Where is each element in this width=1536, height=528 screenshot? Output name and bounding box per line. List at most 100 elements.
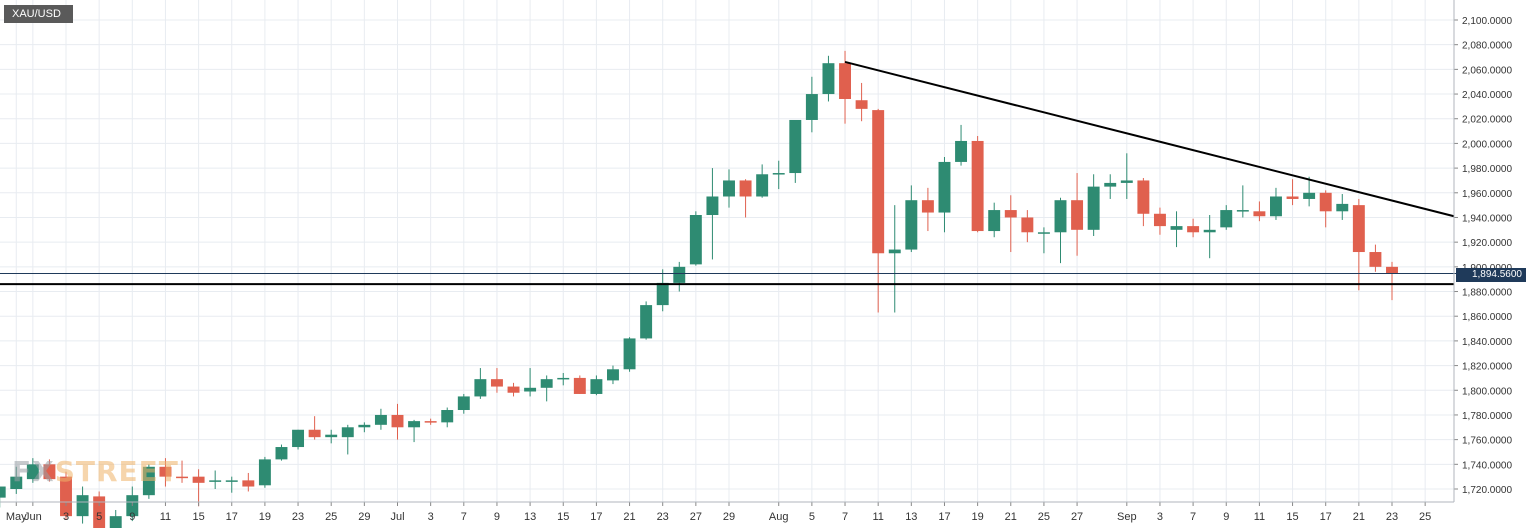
candle-body xyxy=(607,369,619,381)
candle-body xyxy=(391,414,404,428)
candle xyxy=(209,470,222,489)
candle-body xyxy=(325,434,338,438)
candle xyxy=(490,368,503,393)
candle-body xyxy=(905,200,918,250)
candle-body xyxy=(590,379,603,394)
y-tick-label: 1,760.0000 xyxy=(1462,436,1512,447)
candle-body xyxy=(1220,210,1233,228)
candle-body xyxy=(159,466,172,477)
candle xyxy=(341,424,354,455)
candle xyxy=(1004,195,1017,253)
candle xyxy=(756,164,769,198)
x-tick-label: 15 xyxy=(192,511,204,523)
candle-body xyxy=(374,414,387,425)
x-tick-label: 11 xyxy=(1254,511,1265,523)
candle xyxy=(159,458,172,487)
candle-body xyxy=(1319,192,1332,212)
candle xyxy=(1087,174,1100,236)
candle xyxy=(358,422,371,433)
y-tick-label: 1,880.0000 xyxy=(1462,288,1512,299)
candle-body xyxy=(872,110,885,254)
y-tick-label: 1,860.0000 xyxy=(1462,312,1512,323)
x-tick-label: 19 xyxy=(259,511,271,523)
x-tick-label: 5 xyxy=(809,511,815,523)
candle xyxy=(10,466,23,494)
y-tick-label: 1,800.0000 xyxy=(1462,386,1512,397)
x-tick-label: May xyxy=(6,511,27,523)
y-tick-label: 2,080.0000 xyxy=(1462,41,1512,52)
candle xyxy=(855,82,868,122)
candle-body xyxy=(93,496,106,528)
trendline xyxy=(844,60,1455,218)
candle xyxy=(656,269,669,312)
lines-layer xyxy=(0,60,1456,286)
x-tick-label: 25 xyxy=(325,511,337,523)
candle xyxy=(1352,198,1365,291)
candle-body xyxy=(1104,182,1117,187)
candle xyxy=(988,202,1001,238)
candle-body xyxy=(60,476,72,517)
candle xyxy=(1120,153,1133,199)
candle xyxy=(474,368,487,399)
candle xyxy=(391,403,404,440)
candle xyxy=(374,408,387,430)
candle-body xyxy=(292,429,305,448)
candle xyxy=(524,368,537,397)
candle xyxy=(192,469,205,507)
x-tick-label: 7 xyxy=(842,511,848,523)
candle xyxy=(971,136,984,233)
candle-body xyxy=(739,180,752,197)
candle xyxy=(1386,261,1398,301)
candle xyxy=(590,375,603,396)
candle-body xyxy=(10,476,23,489)
candle xyxy=(1286,179,1299,206)
candle xyxy=(76,486,89,524)
x-tick-label: 13 xyxy=(905,511,917,523)
candle xyxy=(176,460,188,483)
candle-body xyxy=(1369,252,1382,267)
candle-body xyxy=(1286,196,1299,199)
candle-body xyxy=(76,495,89,517)
x-tick-label: 15 xyxy=(557,511,569,523)
x-tick-label: 23 xyxy=(292,511,304,523)
x-tick-label: 3 xyxy=(428,511,434,523)
candle-body xyxy=(242,480,255,487)
x-tick-label: 25 xyxy=(1419,511,1431,523)
candle xyxy=(242,472,255,492)
candle-body xyxy=(1021,217,1034,233)
y-tick-label: 1,740.0000 xyxy=(1462,460,1512,471)
candle xyxy=(43,459,56,482)
candle xyxy=(805,76,818,133)
candle xyxy=(225,476,238,493)
candle-body xyxy=(1270,196,1282,217)
x-tick-label: 25 xyxy=(1038,511,1050,523)
candle-body xyxy=(225,480,238,482)
candle-body xyxy=(524,387,537,392)
symbol-label[interactable]: XAU/USD xyxy=(4,5,73,23)
candle-body xyxy=(1120,180,1133,183)
candle xyxy=(623,337,636,372)
candle xyxy=(607,365,619,385)
x-tick-label: 27 xyxy=(690,511,702,523)
candle xyxy=(142,464,155,499)
x-tick-label: 5 xyxy=(96,511,102,523)
x-tick-label: 23 xyxy=(1386,511,1398,523)
candle xyxy=(1319,190,1332,228)
candle-body xyxy=(209,480,222,482)
candle xyxy=(1104,174,1117,199)
candle-body xyxy=(1336,203,1349,212)
x-tick-label: 9 xyxy=(1223,511,1229,523)
candle xyxy=(1137,177,1150,227)
x-tick-label: 3 xyxy=(1157,511,1163,523)
candle-body xyxy=(1153,213,1166,227)
candle-body xyxy=(507,386,520,393)
y-tick-label: 1,840.0000 xyxy=(1462,337,1512,348)
candle-body xyxy=(706,196,719,216)
x-tick-label: 19 xyxy=(972,511,984,523)
candle xyxy=(308,416,321,440)
y-tick-label: 1,980.0000 xyxy=(1462,164,1512,175)
candle-body xyxy=(1087,186,1100,230)
y-tick-label: 1,920.0000 xyxy=(1462,238,1512,249)
